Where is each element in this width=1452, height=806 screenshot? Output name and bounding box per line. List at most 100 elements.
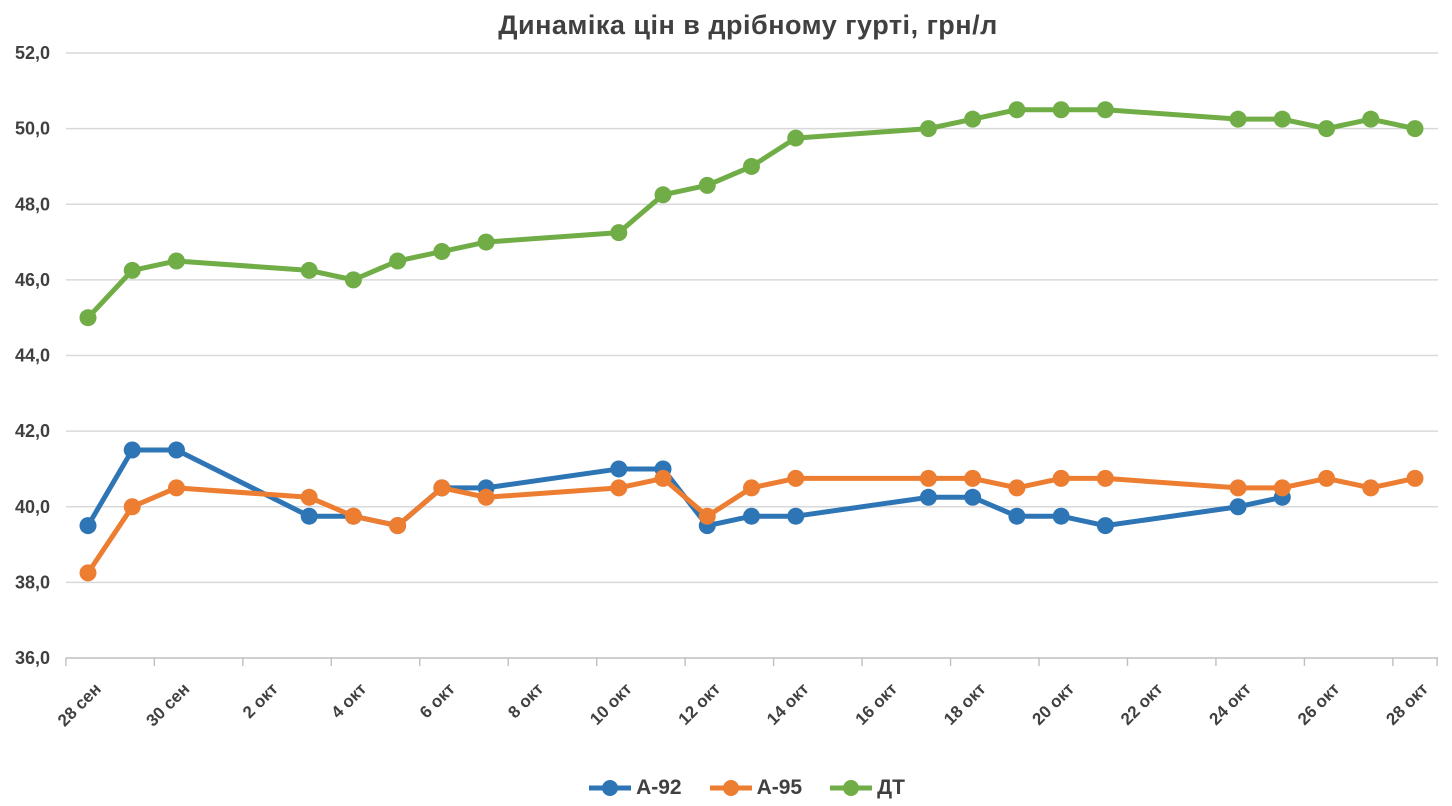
data-point-marker — [1229, 110, 1247, 128]
x-tick-label: 10 окт — [586, 679, 635, 728]
data-point-marker — [743, 507, 760, 525]
data-point-marker — [698, 507, 716, 525]
data-point-marker — [79, 309, 97, 327]
data-point-marker — [1096, 469, 1114, 487]
data-point-marker — [344, 507, 362, 525]
legend-label-a92: А-92 — [636, 776, 682, 799]
data-point-marker — [433, 479, 451, 497]
legend-label-dt: ДТ — [877, 776, 905, 799]
data-point-marker — [433, 243, 451, 261]
data-point-marker — [787, 129, 805, 147]
y-tick-label: 42,0 — [15, 421, 50, 441]
x-tick-label: 6 окт — [416, 679, 459, 722]
y-tick-label: 36,0 — [15, 648, 50, 668]
series-А-95 — [79, 469, 1424, 582]
data-point-marker — [123, 498, 141, 516]
data-point-marker — [1052, 469, 1070, 487]
data-point-marker — [1273, 110, 1291, 128]
data-point-marker — [919, 488, 937, 506]
legend-item-a95: А-95 — [708, 776, 803, 800]
data-point-marker — [79, 564, 97, 582]
data-point-marker — [167, 252, 185, 270]
data-point-marker — [1273, 479, 1291, 497]
data-point-marker — [919, 120, 937, 138]
y-tick-label: 52,0 — [15, 45, 50, 63]
series-line — [85, 447, 1285, 529]
data-point-marker — [1318, 120, 1336, 138]
data-point-marker — [1406, 469, 1424, 487]
y-tick-label: 40,0 — [15, 497, 50, 517]
data-point-marker — [654, 186, 672, 204]
data-point-marker — [300, 488, 318, 506]
x-tick-label: 18 окт — [940, 679, 989, 728]
data-point-marker — [1406, 120, 1424, 138]
data-point-marker — [167, 441, 185, 459]
data-point-marker — [1362, 110, 1380, 128]
data-point-marker — [1008, 101, 1026, 119]
data-point-marker — [1096, 101, 1114, 119]
legend-item-dt: ДТ — [828, 776, 905, 800]
x-tick-label: 26 окт — [1294, 679, 1343, 728]
x-tick-label: 16 окт — [852, 679, 901, 728]
legend-marker-a92-icon — [589, 780, 632, 796]
y-tick-label: 50,0 — [15, 119, 50, 139]
data-point-marker — [1362, 479, 1380, 497]
x-tick-label: 12 окт — [675, 679, 724, 728]
legend-label-a95: А-95 — [756, 776, 803, 799]
data-point-marker — [344, 271, 362, 289]
data-point-marker — [610, 224, 628, 242]
x-tick-label: 14 окт — [763, 679, 812, 728]
data-point-marker — [919, 469, 937, 487]
x-tick-label: 30 сен — [143, 679, 194, 730]
data-point-marker — [79, 517, 97, 535]
data-point-marker — [1229, 479, 1247, 497]
plot-area: 52,0 50,0 48,0 46,0 44,0 42,0 40,0 38,0 36,028 с… — [15, 43, 1438, 730]
data-point-marker — [389, 517, 407, 535]
data-point-marker — [610, 460, 628, 478]
data-point-marker — [1008, 507, 1026, 525]
chart-legend: А-92 А-95 ДТ — [0, 776, 1452, 800]
y-tick-label: 38,0 — [15, 572, 50, 592]
data-point-marker — [1052, 101, 1070, 119]
y-tick-label: 46,0 — [15, 270, 50, 290]
data-point-marker — [610, 479, 628, 497]
data-point-marker — [654, 469, 672, 487]
x-tick-label: 28 окт — [1382, 679, 1431, 728]
legend-item-a92: А-92 — [587, 776, 682, 800]
x-tick-label: 24 окт — [1205, 679, 1254, 728]
data-point-marker — [167, 479, 185, 497]
x-tick-label: 4 окт — [328, 679, 371, 722]
data-point-marker — [787, 507, 805, 525]
data-point-marker — [964, 469, 982, 487]
data-point-marker — [477, 488, 495, 506]
data-point-marker — [743, 479, 760, 497]
data-point-marker — [1318, 469, 1336, 487]
y-tick-label: 44,0 — [15, 346, 50, 366]
data-point-marker — [698, 176, 716, 194]
data-point-marker — [743, 157, 760, 175]
data-point-marker — [1052, 507, 1070, 525]
x-tick-label: 20 окт — [1029, 679, 1078, 728]
legend-marker-dt-icon — [830, 780, 873, 796]
data-point-marker — [1096, 517, 1114, 535]
data-point-marker — [123, 441, 141, 459]
data-point-marker — [300, 261, 318, 279]
chart-title: Динаміка цін в дрібному гурті, грн/л — [498, 10, 998, 40]
y-tick-label: 48,0 — [15, 194, 50, 214]
data-point-marker — [964, 488, 982, 506]
legend-marker-a95-icon — [709, 780, 752, 796]
data-point-marker — [964, 110, 982, 128]
data-point-marker — [1229, 498, 1247, 516]
series-ДТ — [79, 101, 1424, 327]
x-tick-label: 2 окт — [239, 679, 282, 722]
data-point-marker — [300, 507, 318, 525]
x-tick-label: 28 сен — [54, 679, 105, 730]
x-tick-label: 8 окт — [504, 679, 547, 722]
series-А-92 — [79, 441, 1291, 535]
data-point-marker — [477, 233, 495, 251]
data-point-marker — [1008, 479, 1026, 497]
data-point-marker — [389, 252, 407, 270]
data-point-marker — [787, 469, 805, 487]
series-line — [85, 107, 1418, 321]
